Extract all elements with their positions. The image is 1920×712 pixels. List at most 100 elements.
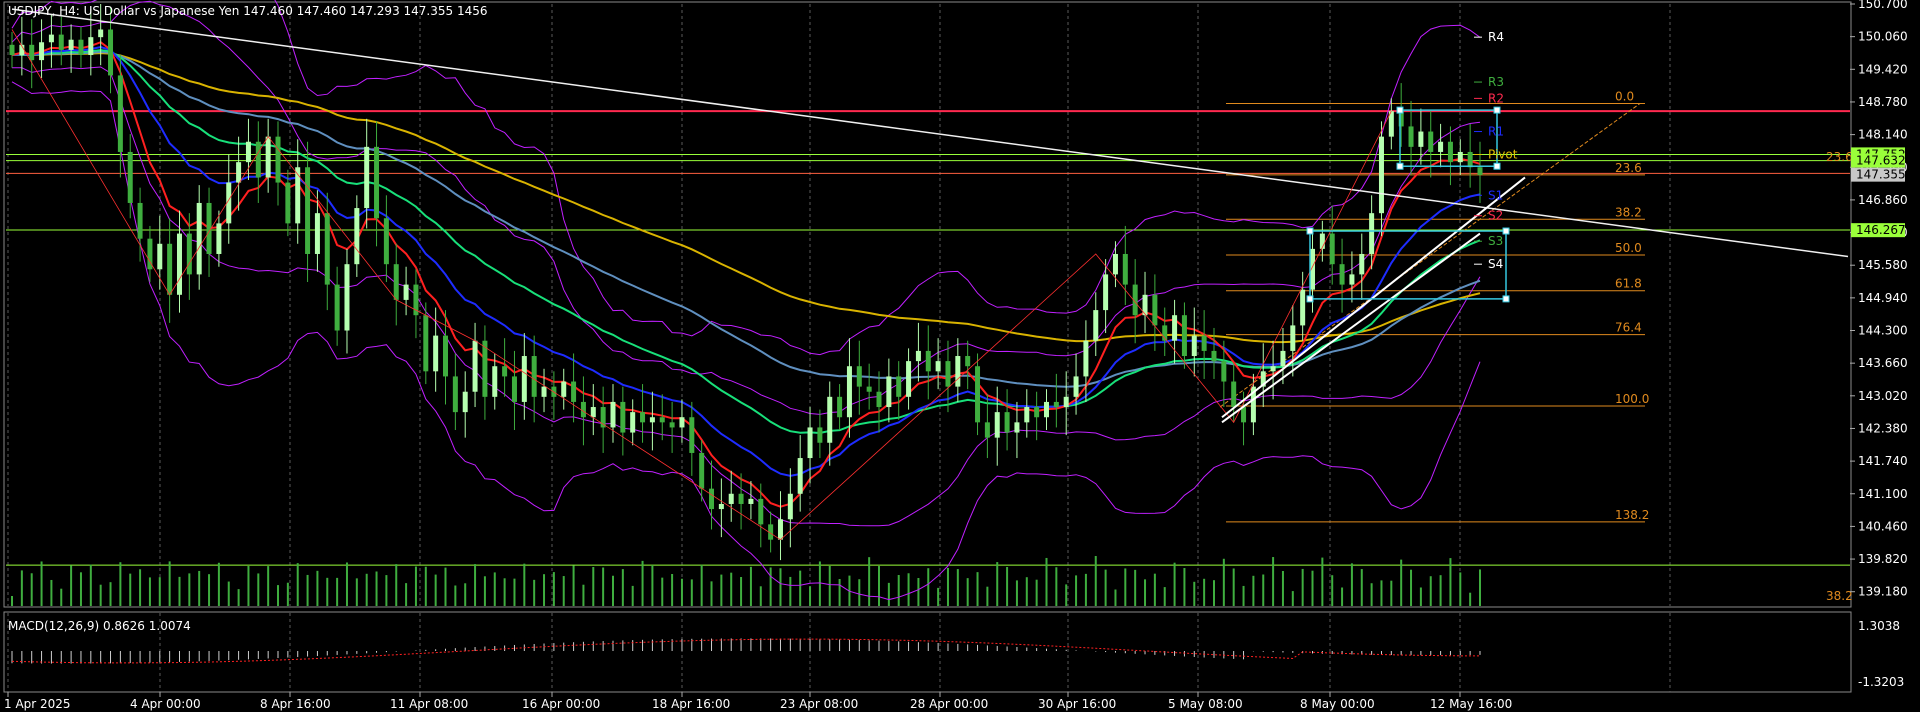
candle (846, 338, 852, 438)
candle-body (1250, 386, 1256, 423)
candle (413, 269, 419, 339)
candle (1112, 241, 1118, 288)
pivot-label-pivot: Pivot (1488, 148, 1518, 162)
channel-line-upper (1221, 176, 1526, 419)
box-handle (1493, 162, 1501, 170)
candle-body (1024, 407, 1030, 423)
candle (502, 338, 508, 397)
x-tick-label: 12 May 16:00 (1430, 697, 1512, 711)
candle-body (206, 202, 212, 254)
candle (975, 353, 981, 436)
candle-body (1172, 315, 1178, 341)
candle-body (531, 356, 537, 397)
candle (245, 118, 251, 181)
candle (1142, 271, 1148, 334)
candle-body (1231, 381, 1237, 408)
candle (1408, 100, 1414, 175)
candle (1477, 141, 1483, 203)
candle (364, 118, 370, 229)
candle-body (1457, 151, 1463, 163)
candle-body (945, 361, 951, 387)
box-handle (1502, 295, 1510, 303)
candle-body (659, 417, 665, 423)
candle (511, 350, 517, 430)
candle (354, 195, 360, 277)
candle-body (965, 356, 971, 367)
zigzag-line (11, 29, 1392, 541)
candle-body (265, 136, 271, 178)
x-tick-label: 16 Apr 00:00 (522, 697, 600, 711)
candle-body (689, 417, 695, 453)
y-tick-label: 142.380 (1858, 421, 1908, 435)
candle (157, 215, 163, 290)
candle-body (58, 34, 64, 50)
x-tick-label: 8 May 00:00 (1300, 697, 1375, 711)
candle-body (1378, 136, 1384, 214)
candle-body (1329, 233, 1335, 265)
candle (98, 4, 104, 66)
candle (1162, 307, 1168, 357)
candle (383, 195, 389, 283)
candle-body (679, 417, 685, 428)
candle (1073, 353, 1079, 415)
candle-body (1319, 233, 1325, 249)
candle-body (768, 524, 774, 540)
candle (255, 121, 261, 203)
y-tick-label: 143.660 (1858, 356, 1908, 370)
drawing-objects[interactable] (11, 8, 1849, 541)
candle (295, 139, 301, 244)
candle-body (955, 356, 961, 387)
fib-label: 50.0 (1615, 241, 1642, 255)
candle (1418, 108, 1424, 165)
y-tick-label: 148.140 (1858, 128, 1908, 142)
candle-body (1132, 284, 1138, 316)
candle (167, 218, 173, 323)
candle (1024, 389, 1030, 438)
candle (48, 14, 54, 68)
candle-body (452, 376, 458, 413)
candle (590, 384, 596, 436)
volume-bars (11, 556, 1481, 606)
candle (521, 333, 527, 420)
candle-body (1359, 253, 1365, 275)
candle-body (590, 407, 596, 418)
candle-body (728, 493, 734, 504)
candle (137, 187, 143, 262)
price-tag-bg (1851, 153, 1905, 168)
candle-body (1162, 325, 1168, 341)
x-tick-label: 23 Apr 08:00 (780, 697, 858, 711)
candle-body (915, 350, 921, 362)
candle-body (295, 167, 301, 224)
candle-body (777, 519, 783, 540)
box-handle (1396, 106, 1404, 114)
candle (1438, 123, 1444, 168)
candle-body (561, 381, 567, 397)
y-tick-label: 140.460 (1858, 519, 1908, 533)
candle (1014, 401, 1020, 459)
candle (906, 348, 912, 410)
candle-body (1290, 325, 1296, 351)
candle-body (98, 29, 104, 38)
candle-body (1053, 401, 1059, 408)
x-tick-label: 11 Apr 08:00 (390, 697, 468, 711)
candle (738, 473, 744, 530)
candle (334, 266, 340, 346)
candle (1369, 195, 1375, 270)
candle-body (48, 34, 54, 43)
candle (1457, 139, 1463, 175)
candle-body (649, 417, 655, 423)
fib-label-right: 23.6 (1826, 150, 1853, 164)
candle (817, 409, 823, 459)
candle-body (117, 75, 123, 152)
candle (1290, 305, 1296, 377)
candle-body (1369, 213, 1375, 254)
channel-line-lower (1221, 232, 1481, 424)
price-tag-bg (1851, 167, 1905, 182)
candle-body (906, 361, 912, 397)
candle (108, 6, 114, 94)
candle-body (1083, 340, 1089, 377)
candle-body (1418, 131, 1424, 147)
price-tag-text: 147.355 (1856, 168, 1906, 182)
candle-body (837, 396, 843, 418)
